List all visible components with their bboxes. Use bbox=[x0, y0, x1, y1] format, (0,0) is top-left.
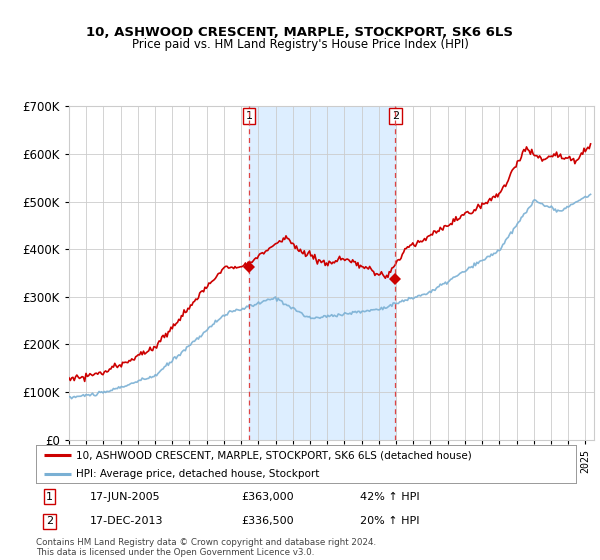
Text: Price paid vs. HM Land Registry's House Price Index (HPI): Price paid vs. HM Land Registry's House … bbox=[131, 38, 469, 52]
Text: 1: 1 bbox=[245, 111, 253, 121]
Text: £336,500: £336,500 bbox=[241, 516, 294, 526]
Text: 17-DEC-2013: 17-DEC-2013 bbox=[90, 516, 163, 526]
Text: £363,000: £363,000 bbox=[241, 492, 294, 502]
Text: 2: 2 bbox=[46, 516, 53, 526]
Text: HPI: Average price, detached house, Stockport: HPI: Average price, detached house, Stoc… bbox=[77, 469, 320, 479]
Text: 1: 1 bbox=[46, 492, 53, 502]
Text: 2: 2 bbox=[392, 111, 399, 121]
Text: 20% ↑ HPI: 20% ↑ HPI bbox=[360, 516, 419, 526]
Text: 17-JUN-2005: 17-JUN-2005 bbox=[90, 492, 161, 502]
Text: Contains HM Land Registry data © Crown copyright and database right 2024.
This d: Contains HM Land Registry data © Crown c… bbox=[36, 538, 376, 557]
Text: 10, ASHWOOD CRESCENT, MARPLE, STOCKPORT, SK6 6LS (detached house): 10, ASHWOOD CRESCENT, MARPLE, STOCKPORT,… bbox=[77, 450, 472, 460]
Bar bbox=[249, 106, 395, 440]
Text: 42% ↑ HPI: 42% ↑ HPI bbox=[360, 492, 419, 502]
Text: 10, ASHWOOD CRESCENT, MARPLE, STOCKPORT, SK6 6LS: 10, ASHWOOD CRESCENT, MARPLE, STOCKPORT,… bbox=[86, 26, 514, 39]
